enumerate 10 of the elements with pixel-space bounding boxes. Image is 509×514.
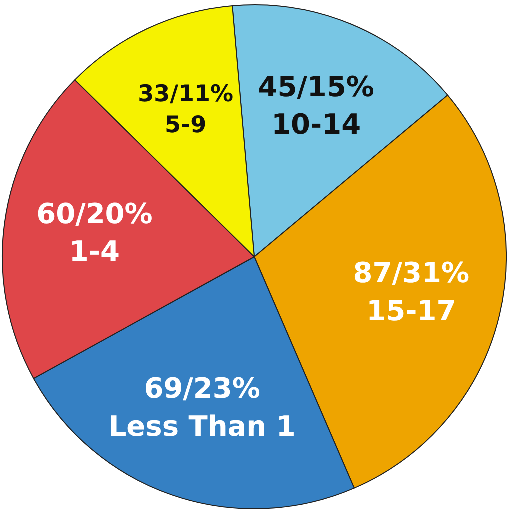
slice-label: 15-17 <box>366 294 456 328</box>
data-label: 45/15% <box>258 70 374 104</box>
data-label: 33/11% <box>138 82 234 108</box>
slice-label: Less Than 1 <box>108 410 296 443</box>
data-label: 60/20% <box>36 197 153 230</box>
slice-label: 1-4 <box>69 235 120 268</box>
data-label: 87/31% <box>353 256 470 290</box>
slice-label: 5-9 <box>165 112 207 139</box>
data-label: 69/23% <box>144 372 260 405</box>
slice-label: 10-14 <box>272 108 362 142</box>
